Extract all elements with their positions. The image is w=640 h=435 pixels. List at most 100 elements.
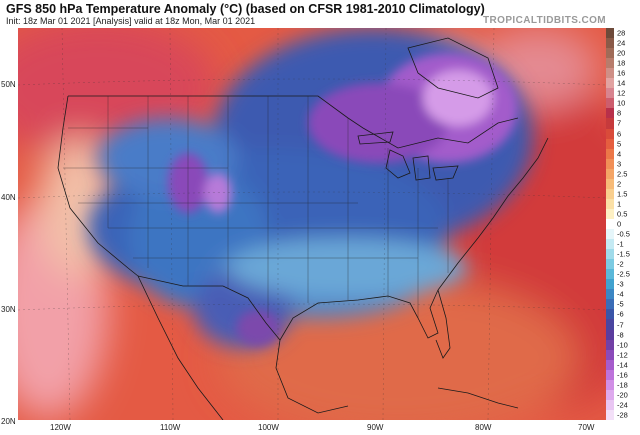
colorbar-swatch	[606, 118, 614, 129]
colorbar-label: -1	[617, 239, 624, 249]
colorbar-swatch	[606, 178, 614, 189]
longitude-label: 110W	[160, 423, 181, 432]
colorbar-level: 28	[606, 28, 640, 39]
colorbar-level: 3	[606, 158, 640, 169]
colorbar-level: -6	[606, 309, 640, 320]
colorbar-swatch	[606, 98, 614, 109]
colorbar-level: -2	[606, 259, 640, 270]
colorbar-swatch	[606, 78, 614, 89]
colorbar-swatch	[606, 359, 614, 370]
colorbar-level: -12	[606, 349, 640, 360]
colorbar-swatch	[606, 399, 614, 410]
colorbar-level: 12	[606, 88, 640, 99]
colorbar-swatch	[606, 168, 614, 179]
colorbar-label: -20	[617, 390, 628, 400]
colorbar-label: -10	[617, 339, 628, 349]
colorbar-level: 14	[606, 78, 640, 89]
latitude-label: 30N	[1, 305, 16, 314]
colorbar-level: -20	[606, 389, 640, 400]
colorbar-swatch	[606, 158, 614, 169]
colorbar-swatch	[606, 198, 614, 209]
colorbar-swatch	[606, 239, 614, 250]
colorbar-level: -28	[606, 409, 640, 420]
colorbar-level: 18	[606, 58, 640, 69]
colorbar-swatch	[606, 138, 614, 149]
colorbar-swatch	[606, 339, 614, 350]
latitude-label: 50N	[1, 80, 16, 89]
colorbar-label: 3	[617, 158, 622, 168]
colorbar-swatch	[606, 289, 614, 300]
colorbar-swatch	[606, 329, 614, 340]
colorbar-level: -3	[606, 279, 640, 290]
colorbar-swatch	[606, 389, 614, 400]
colorbar-label: -7	[617, 319, 624, 329]
colorbar-label: -4	[617, 289, 624, 299]
colorbar-swatch	[606, 259, 614, 270]
colorbar-swatch	[606, 128, 614, 139]
colorbar-label: 20	[617, 48, 626, 58]
colorbar-label: -8	[617, 329, 624, 339]
colorbar-level: -16	[606, 369, 640, 380]
colorbar-label: -12	[617, 349, 628, 359]
colorbar-level: 0	[606, 218, 640, 230]
colorbar-level: 2	[606, 178, 640, 189]
colorbar-swatch	[606, 38, 614, 49]
colorbar-label: -1.5	[617, 249, 630, 259]
latitude-label: 40N	[1, 193, 16, 202]
colorbar-swatch	[606, 208, 614, 219]
colorbar-level: -24	[606, 399, 640, 410]
colorbar-level: 7	[606, 118, 640, 129]
colorbar-level: 1	[606, 198, 640, 209]
page-title: GFS 850 hPa Temperature Anomaly (°C) (ba…	[6, 2, 485, 16]
colorbar-level: -2.5	[606, 269, 640, 280]
colorbar-swatch	[606, 349, 614, 360]
colorbar-level: 8	[606, 108, 640, 119]
cold-core	[168, 53, 518, 346]
colorbar-label: 12	[617, 88, 626, 98]
colorbar-level: -4	[606, 289, 640, 300]
colorbar-swatch	[606, 108, 614, 119]
longitude-label: 90W	[367, 423, 384, 432]
colorbar-label: 5	[617, 138, 622, 148]
state-lines	[63, 96, 449, 318]
latitude-label: 20N	[1, 417, 16, 426]
colorbar-swatch	[606, 28, 614, 39]
colorbar-label: 14	[617, 78, 626, 88]
colorbar-label: 1	[617, 199, 622, 209]
colorbar-swatch	[606, 88, 614, 99]
longitude-label: 100W	[258, 423, 279, 432]
site-watermark: TROPICALTIDBITS.COM	[483, 15, 606, 26]
colorbar-label: 28	[617, 28, 626, 38]
colorbar-label: 7	[617, 118, 622, 128]
colorbar-swatch	[606, 299, 614, 310]
colorbar-label: 10	[617, 98, 626, 108]
colorbar-level: -1.5	[606, 249, 640, 260]
colorbar-label: -16	[617, 370, 628, 379]
colorbar-swatch	[606, 68, 614, 79]
colorbar-swatch	[606, 229, 614, 240]
colorbar-level: 1.5	[606, 188, 640, 199]
colorbar-label: 16	[617, 68, 626, 78]
colorbar-swatch	[606, 309, 614, 320]
colorbar-label: -28	[617, 410, 628, 420]
colorbar-swatch	[606, 319, 614, 330]
colorbar-level: 10	[606, 98, 640, 109]
colorbar-label: 6	[617, 128, 622, 138]
colorbar-swatch	[606, 188, 614, 199]
colorbar-swatch	[606, 148, 614, 159]
colorbar-swatch	[606, 379, 614, 390]
boundaries	[57, 37, 549, 420]
colorbar-label: 4	[617, 148, 622, 158]
colorbar-swatch	[606, 58, 614, 69]
colorbar-label: 2.5	[617, 168, 628, 178]
colorbar-label: -18	[617, 380, 628, 390]
colorbar-level: 24	[606, 38, 640, 49]
colorbar-level: -18	[606, 379, 640, 390]
colorbar-label: 1.5	[617, 189, 628, 199]
colorbar-label: -2	[617, 259, 624, 269]
map-svg	[18, 28, 606, 420]
colorbar-label: -24	[617, 400, 628, 410]
longitude-label: 80W	[475, 423, 492, 432]
colorbar-level: -5	[606, 299, 640, 310]
colorbar-label: 0	[617, 219, 622, 229]
